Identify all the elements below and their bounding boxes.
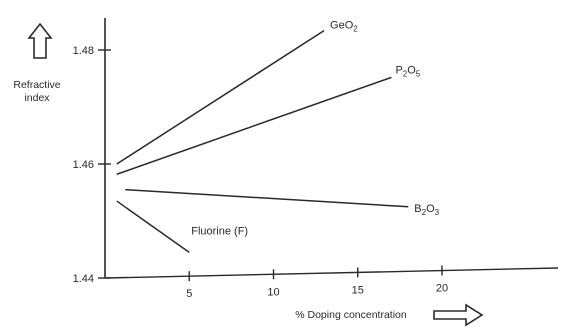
x-axis-label: % Doping concentration [295,309,407,321]
y-direction-arrow-icon [27,22,53,59]
y-axis-label-line-1: Refractive [13,79,60,91]
x-direction-arrow-icon [433,303,484,327]
x-tick-label: 15 [352,284,364,296]
series-label-p2o5: P2O5 [395,64,420,78]
series-line-fluorine-f [116,200,190,253]
series-line-geo2 [116,29,325,165]
series-labels: GeO2 P2O5 B2O3 Fluorine (F) [191,20,439,238]
y-tick-label: 1.44 [73,273,94,285]
x-axis [104,267,559,279]
y-tick-label: 1.48 [73,45,94,57]
series-line-b2o3 [125,188,409,208]
x-ticks: 5 10 15 20 [186,265,448,300]
x-tick-label: 20 [436,283,448,295]
x-tick-label: 10 [267,286,279,298]
series-label-fluorine-f: Fluorine (F) [191,225,248,237]
series-line-p2o5 [116,76,392,175]
y-ticks: 1.44 1.46 1.48 [73,45,111,285]
y-axis-label-line-2: index [24,92,50,104]
y-tick-label: 1.46 [73,159,94,171]
series-label-geo2: GeO2 [330,20,358,34]
x-tick-label: 5 [186,288,192,300]
series-lines [116,29,409,253]
series-label-b2o3: B2O3 [414,203,439,217]
